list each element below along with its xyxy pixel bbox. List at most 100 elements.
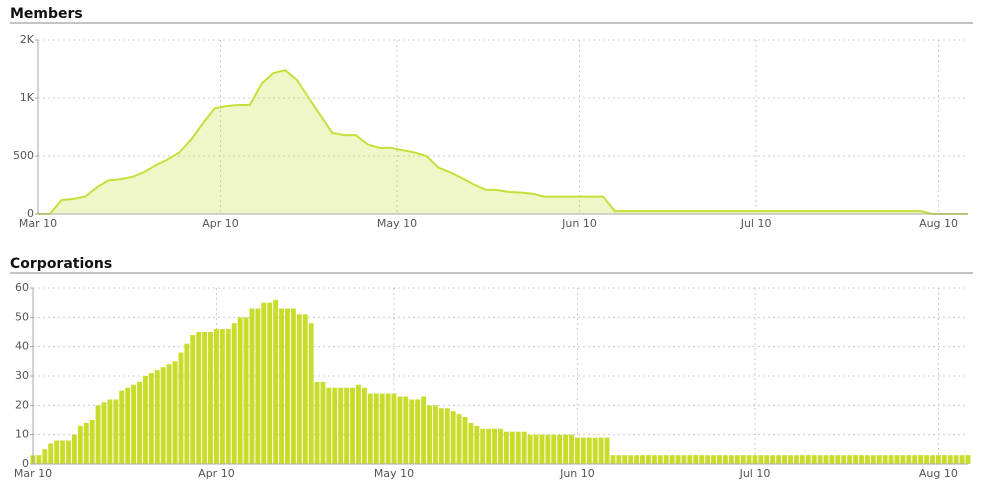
bar bbox=[941, 455, 947, 464]
bar bbox=[586, 437, 592, 464]
bar bbox=[450, 411, 456, 464]
bar bbox=[569, 434, 574, 464]
bar bbox=[640, 455, 645, 464]
bar bbox=[782, 455, 788, 464]
bar bbox=[604, 437, 610, 464]
y-tick-label: 50 bbox=[15, 310, 29, 323]
bar bbox=[740, 455, 746, 464]
bar bbox=[924, 455, 930, 464]
bar bbox=[509, 431, 515, 464]
bar bbox=[545, 434, 551, 464]
bar bbox=[598, 437, 604, 464]
bar bbox=[456, 414, 462, 464]
bar bbox=[610, 455, 616, 464]
x-tick-label: Aug 10 bbox=[919, 217, 958, 230]
y-tick-label: 30 bbox=[15, 369, 29, 382]
bar bbox=[308, 323, 314, 464]
bar bbox=[811, 455, 817, 464]
bar bbox=[119, 390, 125, 464]
bar bbox=[622, 455, 628, 464]
bar bbox=[935, 455, 941, 464]
bar bbox=[699, 455, 705, 464]
bar bbox=[770, 455, 776, 464]
bar bbox=[888, 455, 894, 464]
x-tick-label: Mar 10 bbox=[14, 467, 52, 480]
bar bbox=[131, 384, 137, 464]
bar bbox=[515, 431, 521, 464]
x-tick-label: Jul 10 bbox=[739, 467, 771, 480]
bar bbox=[628, 455, 634, 464]
bar bbox=[403, 396, 409, 464]
bar bbox=[89, 420, 95, 464]
bar bbox=[172, 361, 178, 464]
bar bbox=[231, 323, 237, 464]
x-tick-label: Jun 10 bbox=[559, 467, 595, 480]
y-tick-label: 500 bbox=[13, 149, 34, 162]
bar bbox=[83, 422, 89, 464]
bar bbox=[663, 455, 669, 464]
bar bbox=[202, 332, 208, 464]
bar bbox=[397, 396, 403, 464]
bar bbox=[438, 408, 444, 464]
bar bbox=[261, 302, 267, 464]
bar bbox=[799, 455, 805, 464]
bar bbox=[912, 455, 918, 464]
bar bbox=[160, 367, 166, 464]
bar bbox=[415, 399, 421, 464]
bar bbox=[48, 443, 54, 464]
bar bbox=[746, 455, 752, 464]
bar bbox=[722, 455, 728, 464]
bar bbox=[468, 422, 474, 464]
bar bbox=[480, 428, 486, 464]
bar bbox=[421, 396, 427, 464]
bar bbox=[894, 455, 900, 464]
bar bbox=[385, 393, 391, 464]
bar bbox=[178, 352, 184, 464]
bar bbox=[953, 455, 959, 464]
bar bbox=[693, 455, 699, 464]
bar bbox=[965, 455, 971, 464]
bar bbox=[166, 364, 172, 464]
bar bbox=[344, 387, 350, 464]
bar bbox=[267, 302, 273, 464]
bar bbox=[432, 405, 438, 464]
bar bbox=[42, 449, 48, 464]
x-tick-label: May 10 bbox=[374, 467, 414, 480]
bar bbox=[758, 455, 764, 464]
x-tick-label: Mar 10 bbox=[19, 217, 57, 230]
area-fill bbox=[38, 70, 968, 214]
bar bbox=[492, 428, 498, 464]
bar bbox=[823, 455, 829, 464]
y-tick-label: 10 bbox=[15, 428, 29, 441]
bar bbox=[551, 434, 557, 464]
y-tick-label: 40 bbox=[15, 340, 29, 353]
bar bbox=[302, 314, 308, 464]
bar bbox=[190, 334, 196, 464]
bar bbox=[764, 455, 770, 464]
bar bbox=[829, 455, 835, 464]
bar bbox=[847, 455, 853, 464]
bar bbox=[900, 455, 906, 464]
y-tick-label: 60 bbox=[15, 281, 29, 294]
bar bbox=[728, 455, 734, 464]
bar bbox=[959, 455, 965, 464]
bar bbox=[805, 455, 811, 464]
bar bbox=[486, 428, 492, 464]
bar bbox=[71, 434, 77, 464]
bar bbox=[95, 405, 101, 464]
bar bbox=[391, 393, 397, 464]
bar bbox=[113, 399, 119, 464]
bar bbox=[326, 387, 332, 464]
bar bbox=[219, 329, 225, 464]
bar bbox=[675, 455, 681, 464]
bar bbox=[793, 455, 799, 464]
bar bbox=[142, 376, 148, 464]
bar bbox=[906, 455, 912, 464]
bar bbox=[285, 308, 290, 464]
y-tick-label: 0 bbox=[27, 207, 34, 220]
area-line bbox=[38, 69, 968, 215]
bar bbox=[427, 405, 432, 464]
bar bbox=[184, 343, 190, 464]
bar bbox=[651, 455, 657, 464]
